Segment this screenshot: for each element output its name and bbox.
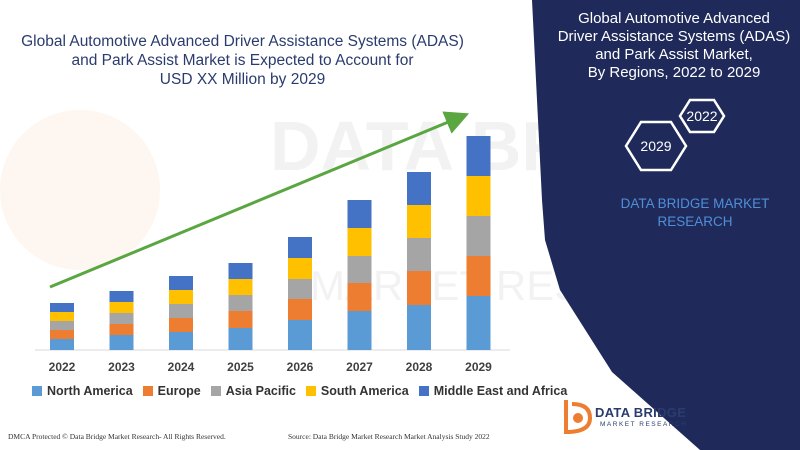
bar-segment-2025-middle-east-and-africa	[228, 263, 253, 279]
bar-segment-2028-south-america	[407, 205, 431, 238]
chart-title: Global Automotive Advanced Driver Assist…	[20, 32, 465, 89]
x-tick-label: 2028	[406, 360, 433, 374]
bar-segment-2029-north-america	[466, 296, 491, 350]
bar-segment-2022-south-america	[50, 312, 74, 321]
bar-segment-2023-south-america	[109, 302, 134, 313]
bar-segment-2023-north-america	[109, 335, 134, 350]
bar-segment-2026-asia-pacific	[288, 279, 312, 299]
legend-item: Middle East and Africa	[418, 384, 568, 398]
x-tick-label: 2027	[346, 360, 373, 374]
legend-swatch	[418, 386, 429, 396]
brand-line: RESEARCH	[657, 214, 733, 229]
legend-item: Asia Pacific	[210, 384, 296, 398]
bar-segment-2026-south-america	[288, 258, 312, 279]
bar-segment-2026-north-america	[288, 320, 312, 350]
bar-segment-2027-middle-east-and-africa	[347, 200, 372, 228]
bar-segment-2028-north-america	[407, 305, 431, 350]
bar-segment-2026-europe	[288, 299, 312, 320]
panel-title-line: By Regions, 2022 to 2029	[587, 64, 761, 81]
bar-segment-2027-south-america	[347, 228, 372, 256]
legend-label: Asia Pacific	[225, 384, 296, 398]
legend-swatch	[305, 386, 316, 396]
title-line: USD XX Million by 2029	[159, 71, 326, 88]
legend-item: North America	[32, 384, 133, 398]
panel-title-line: and Park Assist Market,	[595, 46, 753, 63]
bar-segment-2025-europe	[228, 311, 253, 328]
bar-segment-2028-middle-east-and-africa	[407, 172, 431, 205]
x-tick-label: 2026	[287, 360, 314, 374]
logo-mark	[564, 400, 593, 435]
legend: North America Europe Asia Pacific South Ame…	[32, 384, 577, 398]
bar-segment-2024-middle-east-and-africa	[169, 276, 193, 290]
bar-segment-2029-europe	[466, 256, 491, 296]
bar-segment-2028-europe	[407, 271, 431, 305]
legend-label: North America	[47, 384, 133, 398]
x-tick-label: 2023	[108, 360, 135, 374]
x-tick-label: 2029	[465, 360, 492, 374]
legend-label: Middle East and Africa	[433, 384, 568, 398]
legend-item: South America	[305, 384, 409, 398]
legend-item: Europe	[142, 384, 201, 398]
bar-segment-2029-south-america	[466, 176, 491, 216]
bar-segment-2024-south-america	[169, 290, 193, 304]
hexagon-2022	[678, 98, 726, 134]
bar-segment-2023-asia-pacific	[109, 313, 134, 324]
brand-text: DATA BRIDGE MARKET RESEARCH	[590, 195, 800, 231]
bar-segment-2028-asia-pacific	[407, 238, 431, 271]
bar-segment-2022-europe	[50, 330, 74, 339]
footer-copyright: DMCA Protected © Data Bridge Market Rese…	[8, 432, 226, 441]
bar-segment-2024-north-america	[169, 332, 193, 350]
bar-segment-2026-middle-east-and-africa	[288, 237, 312, 258]
bar-segment-2023-europe	[109, 324, 134, 335]
legend-swatch	[32, 386, 42, 396]
bar-segment-2024-asia-pacific	[169, 304, 193, 318]
bar-segment-2025-asia-pacific	[228, 295, 253, 311]
bar-segment-2022-north-america	[50, 339, 74, 350]
legend-label: Europe	[157, 384, 201, 398]
bar-segment-2029-middle-east-and-africa	[466, 136, 491, 176]
bar-segment-2023-middle-east-and-africa	[109, 291, 134, 302]
panel-title: Global Automotive Advanced Driver Assist…	[548, 10, 800, 82]
logo-subtitle: MARKET RESEARCH	[600, 421, 688, 428]
bar-segment-2025-north-america	[228, 328, 253, 350]
x-tick-label: 2024	[168, 360, 195, 374]
title-line: and Park Assist Market is Expected to Ac…	[71, 52, 414, 69]
bar-segment-2027-asia-pacific	[347, 256, 372, 283]
bar-segment-2025-south-america	[228, 279, 253, 295]
hexagon-2029	[624, 120, 688, 172]
legend-label: South America	[320, 384, 409, 398]
trend-arrow	[49, 111, 470, 289]
x-tick-label: 2022	[49, 360, 76, 374]
panel-title-line: Global Automotive Advanced	[578, 10, 770, 27]
bar-segment-2027-europe	[347, 283, 372, 311]
right-panel	[532, 0, 800, 450]
brand-line: DATA BRIDGE MARKET	[620, 196, 770, 211]
x-tick-labels: 2022 2023 2024 2025 2026 2027 2028 2029	[49, 360, 493, 374]
legend-swatch	[210, 386, 221, 396]
logo-name: DATA BRIDGE	[595, 405, 687, 420]
legend-swatch	[142, 386, 153, 396]
bar-segment-2022-asia-pacific	[50, 321, 74, 330]
hex-label-end: 2029	[640, 138, 671, 154]
title-line: Global Automotive Advanced Driver Assist…	[21, 33, 464, 50]
bar-segment-2027-north-america	[347, 311, 372, 350]
bar-segment-2022-middle-east-and-africa	[50, 303, 74, 312]
bars	[50, 136, 491, 350]
panel-title-line: Driver Assistance Systems (ADAS)	[557, 28, 791, 45]
x-tick-label: 2025	[227, 360, 254, 374]
hex-label-start: 2022	[686, 108, 717, 124]
bar-segment-2024-europe	[169, 318, 193, 332]
bar-segment-2029-asia-pacific	[466, 216, 491, 256]
footer-source: Source: Data Bridge Market Research Mark…	[288, 432, 490, 441]
